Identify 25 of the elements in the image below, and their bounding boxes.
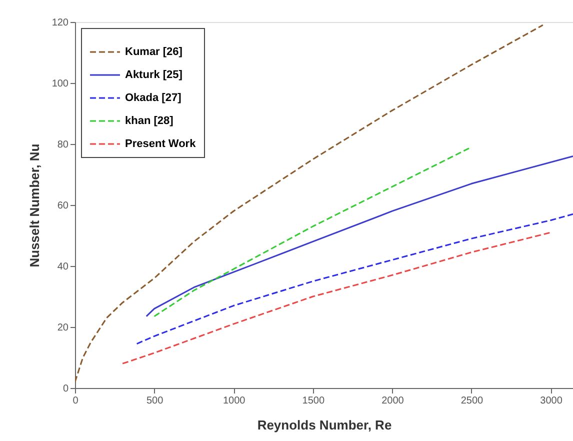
legend-label: Okada [27] bbox=[125, 92, 182, 104]
x-tick-label: 1500 bbox=[302, 396, 325, 406]
legend-label: Kumar [26] bbox=[125, 46, 183, 58]
line-series bbox=[75, 24, 544, 383]
x-tick-label: 500 bbox=[146, 396, 164, 406]
y-tick-label: 100 bbox=[52, 78, 69, 90]
y-tick-label: 80 bbox=[57, 140, 69, 150]
x-axis-title: Reynolds Number, Re bbox=[257, 418, 392, 432]
line-series bbox=[146, 155, 573, 318]
y-tick-label: 0 bbox=[62, 384, 69, 394]
legend-label: Akturk [25] bbox=[125, 69, 183, 81]
y-tick-label: 20 bbox=[57, 322, 69, 334]
x-tick-label: 0 bbox=[72, 396, 79, 406]
legend-label: Present Work bbox=[125, 138, 197, 150]
legend-label: khan [28] bbox=[125, 115, 174, 127]
x-tick-label: 3000 bbox=[540, 396, 563, 406]
y-tick-label: 40 bbox=[57, 262, 69, 272]
x-tick-label: 2500 bbox=[460, 396, 484, 406]
line-series bbox=[136, 213, 573, 345]
y-axis-title: Nusselt Number, Nu bbox=[26, 144, 42, 268]
y-tick-label: 120 bbox=[52, 18, 69, 28]
x-tick-label: 2000 bbox=[382, 396, 404, 406]
line-series bbox=[122, 232, 552, 364]
x-tick-label: 1000 bbox=[222, 396, 246, 406]
y-tick-label: 60 bbox=[57, 200, 69, 212]
